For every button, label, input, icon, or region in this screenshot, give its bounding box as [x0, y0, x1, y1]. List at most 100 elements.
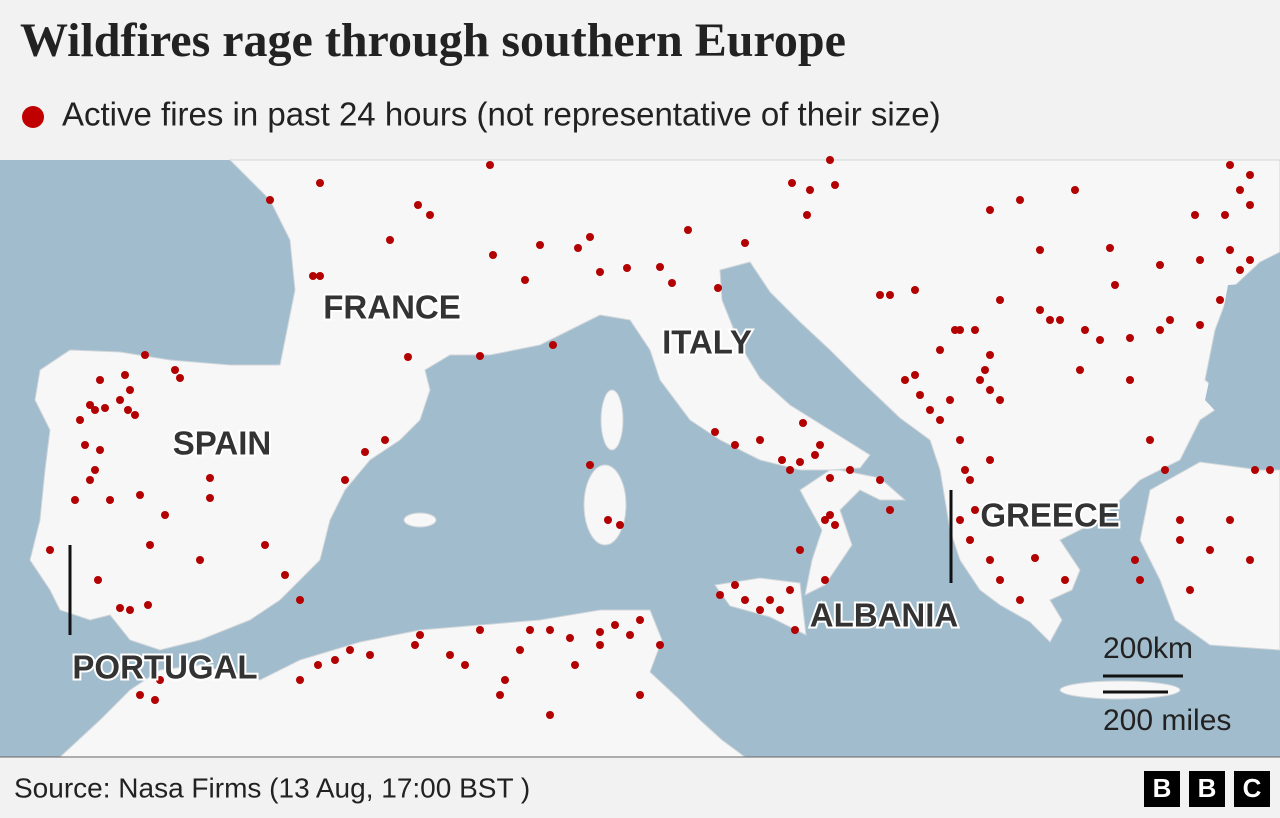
scale-miles: 200 miles [1103, 704, 1231, 737]
fire-dot [1226, 161, 1234, 169]
fire-dot [489, 251, 497, 259]
fire-dot [586, 233, 594, 241]
fire-dot [971, 506, 979, 514]
fire-dot [486, 161, 494, 169]
legend-dot [22, 106, 44, 128]
fire-dot [766, 596, 774, 604]
fire-dot [623, 264, 631, 272]
fire-dot [1081, 326, 1089, 334]
fire-dot [1176, 516, 1184, 524]
fire-dot [936, 346, 944, 354]
fire-dot [966, 476, 974, 484]
fire-dot [946, 396, 954, 404]
fire-dot [788, 179, 796, 187]
fire-dot [1076, 366, 1084, 374]
fire-dot [1226, 246, 1234, 254]
fire-dot [1236, 266, 1244, 274]
fire-dot [604, 516, 612, 524]
fire-dot [411, 641, 419, 649]
fire-dot [596, 641, 604, 649]
fire-dot [996, 576, 1004, 584]
fire-dot [596, 628, 604, 636]
fire-dot [741, 239, 749, 247]
fire-dot [381, 436, 389, 444]
fire-dot [711, 428, 719, 436]
fire-dot [136, 491, 144, 499]
mallorca [403, 512, 437, 528]
fire-dot [976, 376, 984, 384]
fire-dot [116, 604, 124, 612]
turkey [1139, 461, 1280, 651]
fire-dot [799, 419, 807, 427]
fire-dot [141, 351, 149, 359]
fire-dot [171, 366, 179, 374]
map: FRANCE ITALY SPAIN GREECE ALBANIA PORTUG… [0, 156, 1280, 758]
fire-dot [731, 581, 739, 589]
fire-dot [1221, 211, 1229, 219]
fire-dot [656, 263, 664, 271]
fire-dot [901, 376, 909, 384]
fire-dot [876, 476, 884, 484]
fire-dot [1096, 336, 1104, 344]
fire-dot [161, 511, 169, 519]
fire-dot [566, 634, 574, 642]
fire-dot [461, 661, 469, 669]
fire-dot [1056, 316, 1064, 324]
fire-dot [366, 651, 374, 659]
fire-dot [1206, 546, 1214, 554]
country-label: PORTUGAL [72, 649, 257, 686]
country-label: GREECE [980, 497, 1119, 534]
fire-dot [546, 711, 554, 719]
fire-dot [296, 676, 304, 684]
fire-dot [94, 576, 102, 584]
fire-dot [1136, 576, 1144, 584]
header-bg [0, 0, 1280, 160]
fire-dot [826, 511, 834, 519]
corsica [600, 389, 624, 451]
fire-dot [826, 156, 834, 164]
logo-letter: B [1198, 773, 1217, 803]
fire-dot [126, 606, 134, 614]
logo-box [1144, 771, 1180, 807]
fire-dot [811, 451, 819, 459]
fire-dot [346, 646, 354, 654]
fire-dot [956, 436, 964, 444]
fire-dot [176, 374, 184, 382]
fire-dot [546, 626, 554, 634]
fire-dot [1106, 244, 1114, 252]
logo-box [1189, 771, 1225, 807]
fire-dot [124, 406, 132, 414]
fire-dot [1246, 256, 1254, 264]
fire-dot [156, 676, 164, 684]
fire-dot [966, 536, 974, 544]
fire-dot [756, 436, 764, 444]
fire-dot [101, 404, 109, 412]
fire-dot [886, 506, 894, 514]
fire-dot [426, 211, 434, 219]
fire-dot [386, 236, 394, 244]
fire-dot [1146, 436, 1154, 444]
fire-dot [951, 326, 959, 334]
fire-dot [714, 284, 722, 292]
fire-dot [516, 646, 524, 654]
fire-dot [986, 206, 994, 214]
fire-dot [741, 596, 749, 604]
fire-dot [1246, 201, 1254, 209]
fire-dot [1036, 306, 1044, 314]
fire-dot [821, 576, 829, 584]
legend-text: Active fires in past 24 hours (not repre… [62, 96, 941, 133]
fire-dot [1126, 334, 1134, 342]
fire-dot [571, 661, 579, 669]
fire-dot [986, 556, 994, 564]
fire-dot [1266, 466, 1274, 474]
fire-dot [1046, 316, 1054, 324]
fire-dot [549, 341, 557, 349]
fire-dot [91, 406, 99, 414]
fire-dot [796, 458, 804, 466]
fire-dot [416, 631, 424, 639]
fire-dot [1226, 516, 1234, 524]
fire-dot [206, 474, 214, 482]
fire-dot [501, 676, 509, 684]
fire-dot [1176, 536, 1184, 544]
fire-dot [126, 386, 134, 394]
